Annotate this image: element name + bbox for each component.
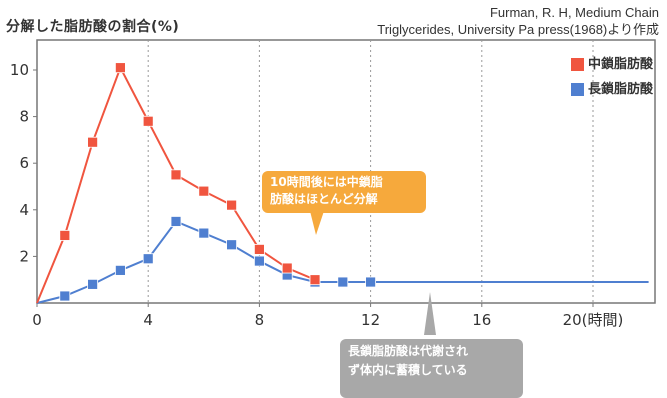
x-tick-label-4: 4 [143, 311, 153, 329]
long-chain-marker-11 [337, 276, 349, 288]
long-chain-marker-3 [115, 264, 126, 276]
medium-chain-marker-2 [87, 136, 98, 148]
y-tick-label-4: 4 [19, 201, 29, 219]
legend: 中鎖脂肪酸 長鎖脂肪酸 [570, 52, 653, 102]
medium-chain-marker-6 [198, 185, 210, 197]
medium-chain-marker-10 [309, 274, 321, 286]
long-chain-marker-12 [365, 276, 377, 288]
long-chain-marker-6 [198, 227, 210, 239]
x-tick-label-16: 16 [472, 311, 491, 329]
annotation-medium-chain: 10時間後には中鎖脂 肪酸はほとんど分解 [262, 171, 426, 213]
plot-frame [36, 39, 656, 304]
annotation-medium-chain-pointer [310, 211, 324, 235]
medium-chain-marker-8 [253, 244, 265, 255]
y-tick-label-6: 6 [19, 154, 29, 172]
medium-chain-marker-4 [142, 115, 154, 127]
source-line-2: Triglycerides, University Pa press(1968)… [377, 22, 659, 37]
medium-chain-marker-3 [115, 62, 126, 74]
series-line-long-chain [36, 220, 649, 304]
medium-chain-marker-5 [170, 169, 182, 181]
long-chain-marker-2 [87, 278, 98, 290]
source-citation: Furman, R. H, Medium Chain Triglycerides… [377, 4, 659, 38]
long-chain-marker-8 [253, 255, 265, 267]
legend-item-medium-chain: 中鎖脂肪酸 [570, 52, 653, 77]
legend-label-long-chain: 長鎖脂肪酸 [587, 82, 653, 97]
long-chain-marker-4 [142, 253, 154, 265]
x-tick-label-8: 8 [255, 311, 265, 329]
source-line-1: Furman, R. H, Medium Chain [489, 5, 659, 20]
annotation-long-chain: 長鎖脂肪酸は代謝され ず体内に蓄積している [340, 339, 523, 398]
annotation-long-chain-line-2: ず体内に蓄積している [348, 363, 468, 377]
legend-item-long-chain: 長鎖脂肪酸 [570, 77, 653, 102]
annotation-long-chain-pointer [424, 292, 436, 335]
legend-label-medium-chain: 中鎖脂肪酸 [587, 57, 653, 72]
y-axis-title: 分解した脂肪酸の割合(%) [6, 19, 180, 35]
annotation-long-chain-line-1: 長鎖脂肪酸は代謝され [348, 344, 469, 358]
y-tick-label-10: 10 [10, 61, 29, 79]
x-tick-label-0: 0 [32, 311, 42, 329]
long-chain-marker-1 [59, 290, 71, 302]
long-chain-marker-5 [170, 216, 182, 227]
long-chain-marker-7 [226, 239, 238, 251]
legend-swatch-long-chain [570, 83, 584, 96]
medium-chain-marker-1 [59, 230, 71, 241]
annotation-medium-chain-line-1: 10時間後には中鎖脂 [270, 175, 383, 189]
medium-chain-marker-9 [281, 262, 293, 274]
y-tick-label-2: 2 [19, 247, 29, 265]
y-tick-label-8: 8 [19, 108, 29, 126]
x-tick-label-12: 12 [361, 311, 380, 329]
annotation-medium-chain-line-2: 肪酸はほとんど分解 [270, 192, 378, 206]
medium-chain-marker-7 [226, 199, 238, 211]
x-tick-label-20: 20(時間) [563, 311, 624, 329]
legend-swatch-medium-chain [570, 58, 584, 71]
